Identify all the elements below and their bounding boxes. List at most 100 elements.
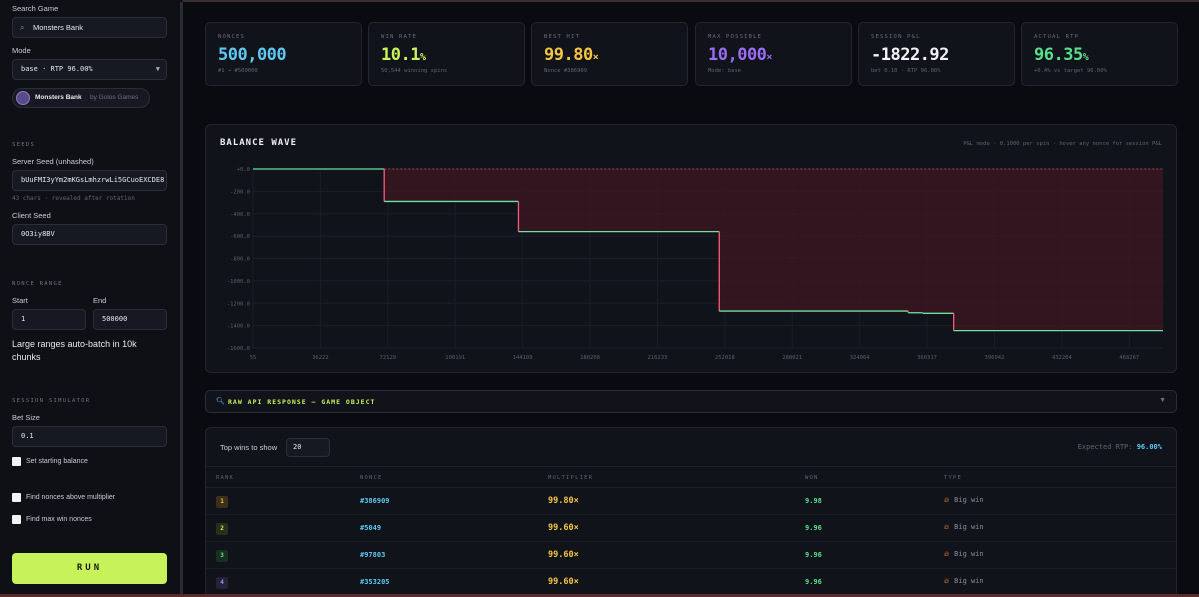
start-input[interactable]: 1 [12,309,86,330]
stat-sub: Mode: base [708,68,742,74]
y-tick-label: -200.0 [230,189,250,195]
stat-label: SESSION P&L [871,34,921,40]
table-row[interactable]: 4 #353205 99.60× 9.96 🔥︎ Big win [206,569,1176,596]
multiplier-value: 99.60× [548,577,579,587]
mode-select-value: base · RTP 96.00% [21,65,93,73]
stat-number: 10,000 [708,45,767,65]
stat-card-win-rate: WIN RATE 10.1% 50,544 winning spins [368,22,525,86]
server-seed-hint: 43 chars · revealed after rotation [12,195,135,202]
table-row[interactable]: 3 #97803 99.60× 9.96 🔥︎ Big win [206,542,1176,569]
table-row[interactable]: 1 #386909 99.80× 9.98 🔥︎ Big win [206,488,1176,515]
mode-label: Mode [12,46,31,55]
expected-rtp-value: 96.00% [1136,443,1162,451]
col-nonce: NONCE [360,475,383,481]
y-tick-label: -1400.0 [227,324,250,330]
table-row[interactable]: 2 #5049 99.60× 9.96 🔥︎ Big win [206,515,1176,542]
nonce-link[interactable]: #353205 [360,578,390,586]
search-icon: ⌕ [20,23,25,32]
balance-wave-chart[interactable]: +0.0 -200.0 -400.0 -600.0 -800.0 -1000.0 -1200… [206,125,1176,372]
won-value: 9.98 [805,497,822,505]
game-chip-provider: by Golos Games [90,94,139,101]
type-cell: 🔥︎ Big win [944,496,984,505]
stat-card-actual-rtp: ACTUAL RTP 96.35% +0.4% vs target 96.00% [1021,22,1178,86]
raw-api-label: RAW API RESPONSE — GAME OBJECT [228,398,376,406]
stat-card-session-p-l: SESSION P&L -1822.92 bet 0.10 · RTP 96.00% [858,22,1015,86]
fire-icon: 🔥︎ [944,523,950,531]
balance-wave-panel: BALANCE WAVE P&L mode · 0.1000 per spin … [205,124,1177,373]
x-tick-label: 72129 [380,355,397,361]
starting-balance-label: Set starting balance [26,458,88,465]
start-label: Start [12,296,28,305]
stat-number: 500,000 [218,45,287,65]
client-seed-input[interactable]: 0O3iy8BV [12,224,167,245]
stat-unit: % [1082,52,1089,63]
top-wins-input[interactable]: 20 [286,438,330,457]
above-multiplier-checkbox[interactable] [12,493,21,502]
y-tick-label: -1600.0 [227,346,250,352]
nonce-link[interactable]: #5049 [360,524,382,532]
starting-balance-checkbox[interactable] [12,457,21,466]
won-value: 9.96 [805,578,822,586]
sidebar: Search Game ⌕ Monsters Bank Mode base · … [0,0,183,597]
x-tick-label: 360317 [917,355,937,361]
stat-card-nonces: NONCES 500,000 #1 → #500000 [205,22,362,86]
table-header: RANK NONCE MULTIPLIER WON TYPE [206,466,1176,488]
stat-label: BEST HIT [544,34,581,40]
x-tick-label: 55 [250,355,257,361]
chart-note: P&L mode · 0.1000 per spin · hover any n… [963,141,1162,147]
x-tick-label: 144109 [513,355,533,361]
max-win-checkbox[interactable] [12,515,21,524]
stat-label: MAX POSSIBLE [708,34,763,40]
rank-badge: 1 [216,496,228,508]
x-tick-label: 396042 [985,355,1005,361]
won-value: 9.96 [805,551,822,559]
batch-note: Large ranges auto-batch in 10k chunks [12,339,137,362]
session-simulator-section-title: SESSION SIMULATOR [12,398,91,404]
x-tick-label: 216233 [648,355,668,361]
bet-size-label: Bet Size [12,413,40,422]
x-tick-label: 36222 [312,355,329,361]
stat-value: -1822.92 [871,45,949,65]
end-input[interactable]: 500000 [93,309,167,330]
rank-badge: 4 [216,577,228,589]
stat-sub: 50,544 winning spins [381,68,448,74]
y-tick-label: -1200.0 [227,301,250,307]
nonce-link[interactable]: #386909 [360,497,390,505]
chart-title: BALANCE WAVE [220,138,298,148]
stat-value: 96.35% [1034,45,1089,65]
end-label: End [93,296,107,305]
x-tick-label: 108191 [445,355,465,361]
run-button[interactable]: RUN [12,553,167,584]
won-value: 9.96 [805,524,822,532]
chevron-down-icon: ▼ [1159,397,1166,404]
raw-api-toggle[interactable]: 🔍︎ RAW API RESPONSE — GAME OBJECT ▼ [205,390,1177,413]
nonce-range-section-title: NONCE RANGE [12,281,63,287]
search-game-input[interactable]: ⌕ Monsters Bank [12,17,167,38]
fire-icon: 🔥︎ [944,550,950,558]
drawdown-area [384,169,1164,331]
stat-unit: % [419,52,426,63]
sidebar-scrollbar[interactable] [180,2,183,595]
server-seed-input[interactable]: bUuFMI3yYm2mKGsLmhzrwLi5GCuoEXCDE8 [12,170,167,191]
nonce-link[interactable]: #97803 [360,551,386,559]
y-tick-label: -400.0 [230,212,250,218]
stat-label: NONCES [218,34,246,40]
stat-sub: #1 → #500000 [218,68,258,74]
stat-number: 99.80 [544,45,593,65]
bottom-border [0,594,1199,597]
chevron-down-icon: ▼ [155,65,160,73]
mode-select[interactable]: base · RTP 96.00% ▼ [12,59,167,80]
stat-number: 10.1 [381,45,420,65]
game-chip-name: Monsters Bank [35,94,82,101]
expected-rtp-label: Expected RTP: [1077,443,1133,451]
x-tick-label: 288021 [782,355,802,361]
bet-size-input[interactable]: 0.1 [12,426,167,447]
stat-sub: +0.4% vs target 96.00% [1034,68,1107,74]
y-tick-label: -1000.0 [227,279,250,285]
type-label: Big win [954,523,984,531]
client-seed-label: Client Seed [12,211,51,220]
stat-value: 500,000 [218,45,287,65]
game-chip[interactable]: Monsters Bank by Golos Games [12,88,150,108]
y-tick-label: -600.0 [230,234,250,240]
stat-sub: Nonce #386909 [544,68,588,74]
